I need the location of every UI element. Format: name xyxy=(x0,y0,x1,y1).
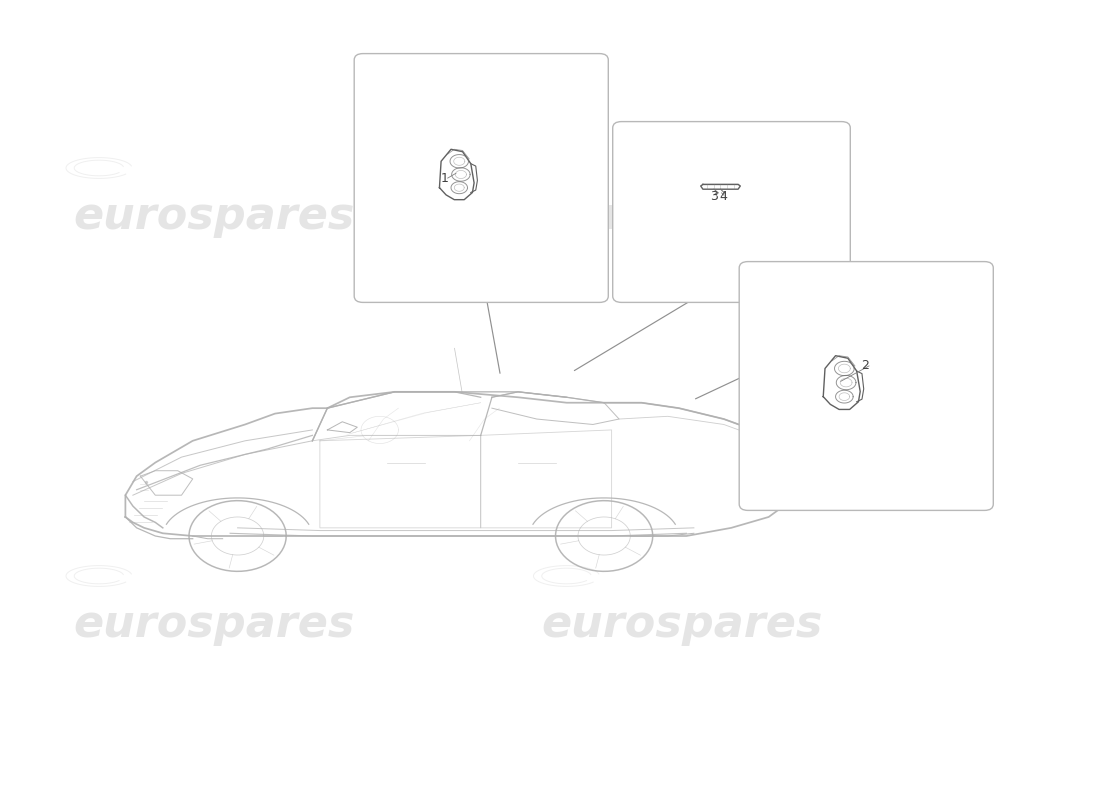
Text: eurospares: eurospares xyxy=(541,194,823,238)
FancyBboxPatch shape xyxy=(739,262,993,510)
Text: 4: 4 xyxy=(719,190,728,203)
FancyBboxPatch shape xyxy=(354,54,608,302)
FancyBboxPatch shape xyxy=(613,122,850,302)
Text: 1: 1 xyxy=(440,171,449,185)
Text: eurospares: eurospares xyxy=(541,602,823,646)
Text: eurospares: eurospares xyxy=(74,602,355,646)
Text: 3: 3 xyxy=(710,190,718,203)
Text: 2: 2 xyxy=(861,359,869,373)
Text: eurospares: eurospares xyxy=(74,194,355,238)
